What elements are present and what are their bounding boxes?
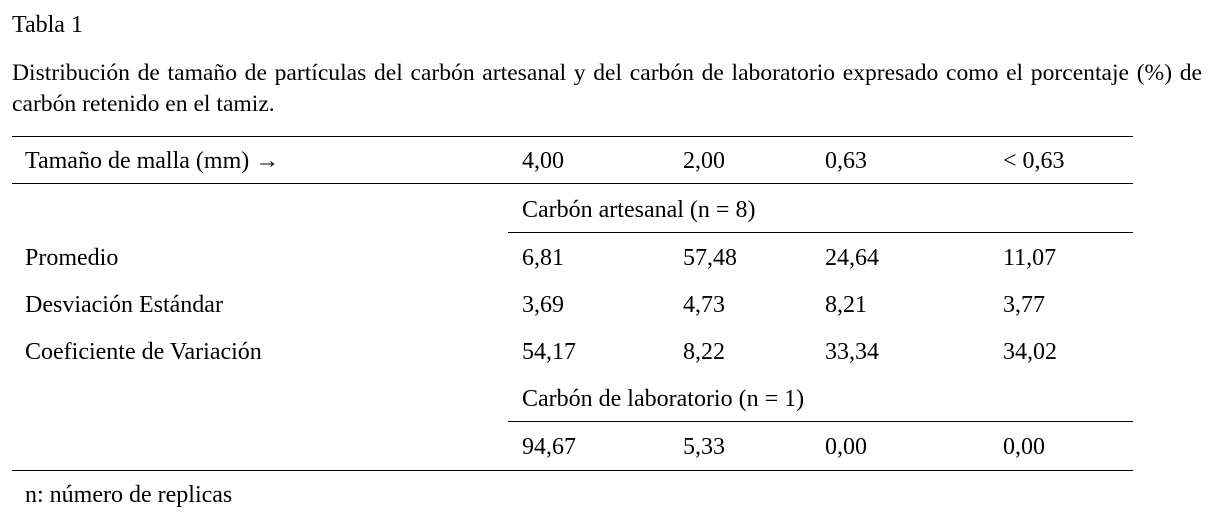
group-rule (508, 232, 1133, 233)
cell: 8,21 (825, 292, 867, 318)
cell: 3,69 (522, 292, 564, 318)
cell: 5,33 (683, 434, 725, 460)
cell: 11,07 (1003, 245, 1057, 271)
table-title: Tabla 1 (12, 12, 83, 38)
cell: 94,67 (522, 434, 576, 460)
header-cell: 0,63 (825, 148, 867, 174)
cell: 8,22 (683, 339, 725, 365)
header-cell: Tamaño de malla (mm) → (25, 148, 280, 174)
cell: 24,64 (825, 245, 879, 271)
cell: 34,02 (1003, 339, 1057, 365)
cell: 57,48 (683, 245, 737, 271)
group-label: Carbón artesanal (n = 8) (522, 197, 756, 223)
cell: 33,34 (825, 339, 879, 365)
footnote: n: número de replicas (25, 482, 233, 508)
group-label: Carbón de laboratorio (n = 1) (522, 386, 805, 412)
header-cell: 2,00 (683, 148, 725, 174)
cell: 0,00 (1003, 434, 1045, 460)
top-rule (12, 136, 1133, 137)
header-cell: < 0,63 (1003, 148, 1065, 174)
cell: 6,81 (522, 245, 564, 271)
table-caption: Distribución de tamaño de partículas del… (12, 60, 1202, 117)
row-label: Desviación Estándar (25, 292, 223, 318)
cell: 3,77 (1003, 292, 1045, 318)
header-rule (12, 183, 1133, 184)
row-label: Coeficiente de Variación (25, 339, 262, 365)
cell: 4,73 (683, 292, 725, 318)
cell: 54,17 (522, 339, 576, 365)
header-cell: 4,00 (522, 148, 564, 174)
cell: 0,00 (825, 434, 867, 460)
bottom-rule (12, 470, 1133, 471)
group-rule (508, 421, 1133, 422)
row-label: Promedio (25, 245, 119, 271)
